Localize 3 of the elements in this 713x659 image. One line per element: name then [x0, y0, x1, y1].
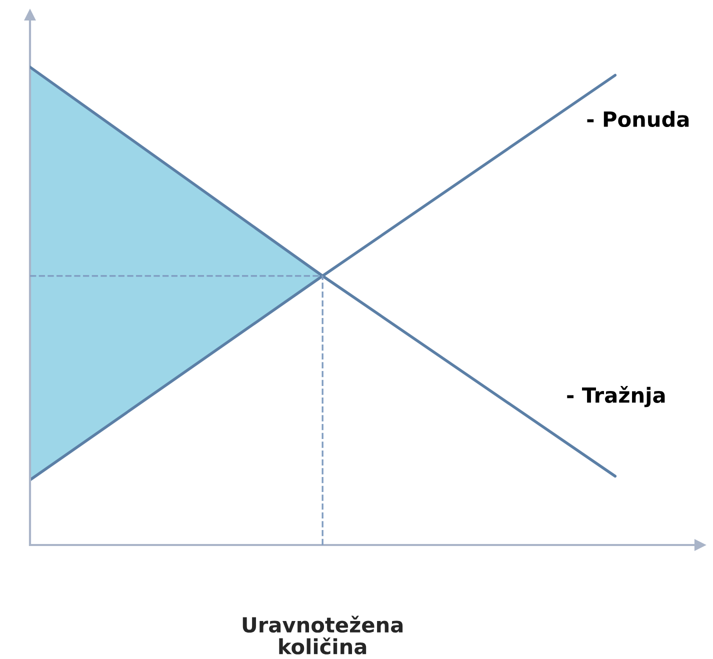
x-axis-title: Uravnotežena količina: [242, 616, 403, 654]
series-label: - Ponuda: [587, 110, 689, 128]
series-label: - Tražnja: [567, 386, 665, 408]
